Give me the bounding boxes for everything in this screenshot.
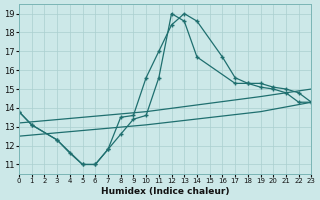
- X-axis label: Humidex (Indice chaleur): Humidex (Indice chaleur): [101, 187, 229, 196]
